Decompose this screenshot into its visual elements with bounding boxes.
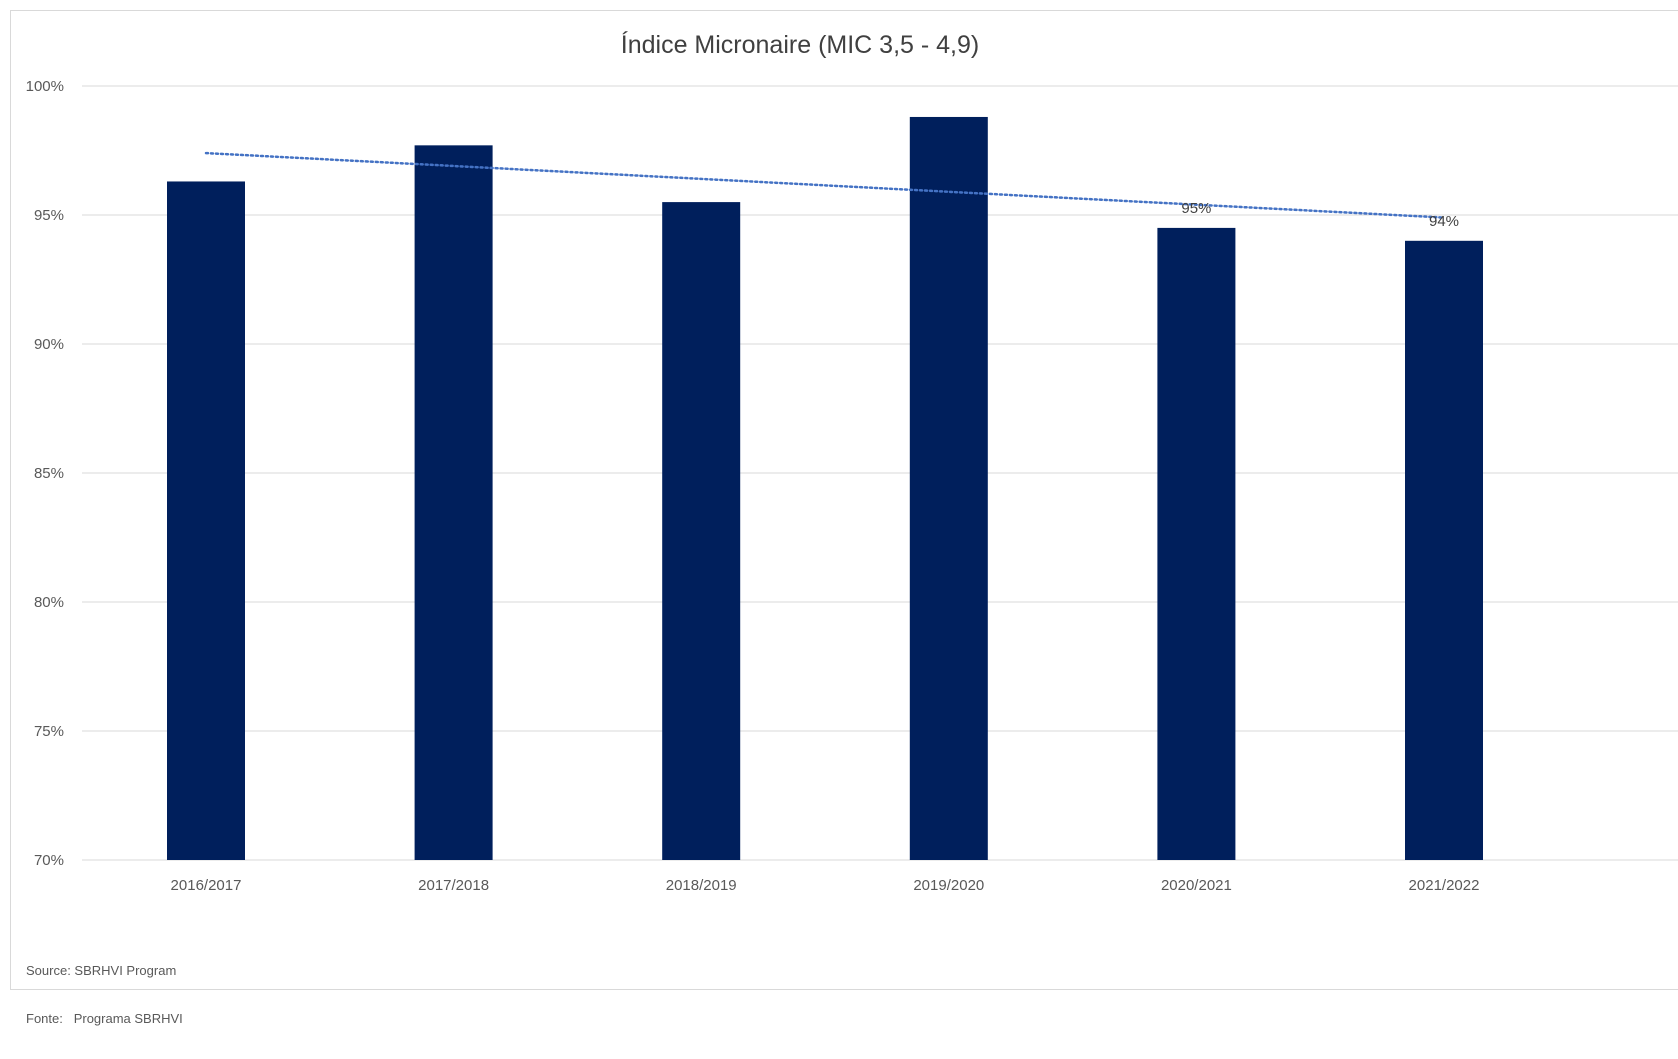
data-label-2021-2022: 94% <box>1429 213 1459 230</box>
y-tick-label-70: 70% <box>34 852 64 869</box>
y-tick-label-90: 90% <box>34 336 64 353</box>
y-axis-tick-labels: 70% 75% 80% 85% 90% 95% 100% <box>26 78 64 869</box>
source-line-english: Source: SBRHVI Program <box>26 963 177 978</box>
y-tick-label-100: 100% <box>26 78 64 95</box>
x-tick-label-2018-2019: 2018/2019 <box>666 877 737 894</box>
trendline-layer <box>204 151 1446 219</box>
bar-2020-2021 <box>1157 227 1236 860</box>
bar-2016-2017 <box>167 181 245 860</box>
x-tick-label-2019-2020: 2019/2020 <box>913 877 984 894</box>
y-tick-label-85: 85% <box>34 465 64 482</box>
y-tick-label-75: 75% <box>34 723 64 740</box>
y-tick-label-95: 95% <box>34 207 64 224</box>
y-tick-label-80: 80% <box>34 594 64 611</box>
x-tick-label-2016-2017: 2016/2017 <box>171 877 242 894</box>
x-tick-label-2021-2022: 2021/2022 <box>1409 877 1480 894</box>
source-note: Source: SBRHVI Program Fonte: Programa S… <box>26 931 183 1043</box>
chart-title: Índice Micronaire (MIC 3,5 - 4,9) <box>621 30 979 59</box>
x-tick-label-2017-2018: 2017/2018 <box>418 877 489 894</box>
data-labels: 95% 94% <box>1181 200 1459 230</box>
source-line-portuguese: Fonte: Programa SBRHVI <box>26 1011 183 1026</box>
x-tick-label-2020-2021: 2020/2021 <box>1161 877 1232 894</box>
bar-series <box>167 116 1483 861</box>
x-axis-tick-labels: 2016/2017 2017/2018 2018/2019 2019/2020 2020… <box>171 877 1480 894</box>
trendline <box>204 151 1446 219</box>
bar-2019-2020 <box>909 116 988 860</box>
data-label-2020-2021: 95% <box>1181 200 1211 217</box>
chart-frame <box>10 10 1678 990</box>
bar-2018-2019 <box>662 202 741 861</box>
bar-2017-2018 <box>414 145 493 861</box>
bar-2021-2022 <box>1405 240 1483 861</box>
